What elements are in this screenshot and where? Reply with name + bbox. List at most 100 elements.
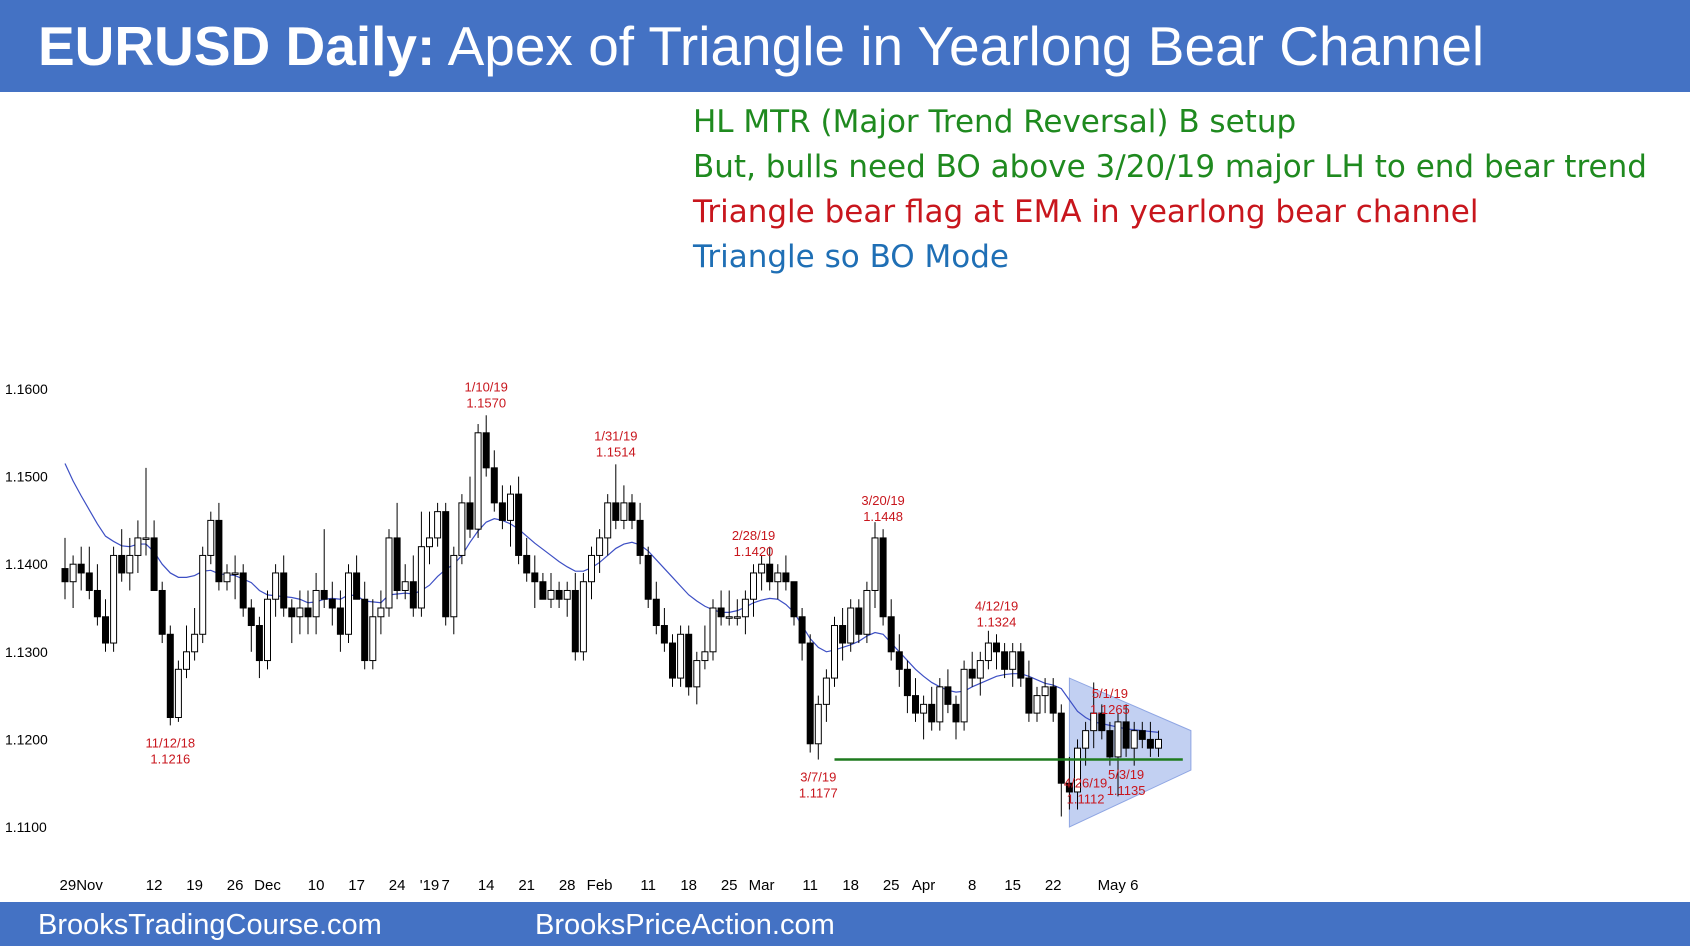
bear-candle — [660, 625, 668, 644]
bull-candle — [1082, 730, 1090, 749]
bear-candle — [1001, 651, 1009, 670]
bull-candle — [758, 563, 766, 574]
ema-line — [64, 463, 1159, 733]
bull-candle — [507, 493, 514, 521]
bear-candle — [102, 616, 109, 644]
bull-candle — [134, 537, 142, 556]
bull-candle — [69, 563, 77, 583]
bull-candle — [774, 572, 782, 583]
bull-candle — [733, 616, 741, 619]
bull-candle — [223, 572, 231, 583]
bull-candle — [750, 572, 757, 600]
annotation-date: 3/20/19 — [861, 493, 904, 508]
bull-candle — [474, 432, 482, 530]
bear-candle — [782, 572, 790, 583]
bull-candle — [596, 537, 604, 556]
bear-candle — [93, 589, 101, 618]
bear-candle — [280, 572, 288, 609]
bull-candle — [1041, 686, 1049, 697]
bull-candle — [369, 616, 377, 662]
annotation-date: 4/26/19 — [1064, 776, 1107, 791]
bull-candle — [1130, 730, 1138, 749]
annotation-price: 1.1216 — [150, 751, 190, 766]
bull-candle — [199, 554, 207, 635]
bear-candle — [215, 519, 223, 583]
annotation-date: 2/28/19 — [732, 528, 775, 543]
bear-candle — [1057, 712, 1065, 784]
bear-candle — [304, 607, 312, 618]
bear-candle — [336, 607, 344, 635]
bear-candle — [353, 572, 361, 600]
footer-link-price-action[interactable]: BrooksPriceAction.com — [535, 909, 835, 941]
x-tick-label: 29Nov — [60, 877, 104, 894]
bull-candle — [709, 607, 717, 653]
bear-candle — [571, 589, 579, 653]
bull-candle — [264, 598, 271, 662]
bull-candle — [458, 502, 466, 556]
bull-candle — [814, 703, 822, 745]
bull-candle — [579, 581, 587, 653]
bull-candle — [312, 589, 320, 618]
annotation-date: 11/12/18 — [145, 735, 195, 750]
x-tick-label: 18 — [680, 877, 697, 894]
bear-candle — [766, 563, 774, 583]
page-title: EURUSD Daily: Apex of Triangle in Yearlo… — [38, 14, 1484, 78]
bull-candle — [1155, 738, 1162, 749]
annotation-price: 1.1324 — [977, 614, 1017, 629]
annotation-date: 3/7/19 — [800, 770, 836, 785]
bull-candle — [142, 537, 150, 540]
x-tick-label: 19 — [186, 877, 203, 894]
note-line-3: Triangle bear flag at EMA in yearlong be… — [693, 194, 1479, 230]
x-tick-label: 24 — [389, 877, 406, 894]
title-instrument: EURUSD Daily: — [38, 15, 436, 77]
bear-candle — [636, 519, 644, 556]
bear-candle — [993, 642, 1000, 653]
bull-candle — [831, 625, 838, 679]
bear-candle — [409, 581, 417, 609]
bull-candle — [401, 581, 409, 591]
bear-candle — [498, 502, 506, 521]
bear-candle — [968, 668, 976, 679]
bear-candle — [166, 633, 174, 719]
bull-candle — [174, 668, 182, 719]
bear-candle — [523, 554, 531, 574]
x-tick-label: 12 — [146, 877, 163, 894]
bear-candle — [1122, 721, 1130, 749]
x-tick-label: 18 — [842, 877, 859, 894]
x-tick-label: Apr — [912, 877, 935, 894]
bear-candle — [879, 537, 887, 618]
annotation-price: 1.1420 — [734, 544, 774, 559]
annotation-price: 1.1448 — [863, 509, 903, 524]
bull-candle — [417, 546, 425, 609]
footer-link-trading-course[interactable]: BrooksTradingCourse.com — [38, 909, 382, 941]
bull-candle — [296, 607, 304, 618]
bear-candle — [531, 572, 539, 583]
bull-candle — [701, 651, 709, 662]
bear-candle — [158, 589, 166, 635]
bull-candle — [110, 554, 118, 644]
bull-candle — [984, 642, 992, 662]
bull-candle — [450, 554, 458, 618]
bull-candle — [1033, 695, 1041, 714]
bull-candle — [1009, 651, 1017, 670]
y-tick-label: 1.1400 — [5, 556, 48, 572]
y-tick-label: 1.1600 — [5, 381, 48, 397]
y-tick-label: 1.1300 — [5, 644, 48, 660]
bear-candle — [466, 502, 474, 530]
bull-candle — [385, 537, 393, 609]
annotation-date: 1/31/19 — [594, 428, 637, 443]
note-line-4: Triangle so BO Mode — [693, 239, 1010, 275]
bear-candle — [361, 598, 369, 662]
annotation-price: 1.1177 — [799, 786, 838, 801]
bear-candle — [798, 616, 806, 644]
bear-candle — [806, 642, 814, 745]
bear-candle — [903, 668, 911, 697]
bear-candle — [685, 633, 693, 688]
x-tick-label: Dec — [254, 877, 281, 894]
bull-candle — [725, 616, 733, 619]
bear-candle — [539, 581, 547, 600]
bull-candle — [863, 589, 871, 635]
bear-candle — [320, 589, 328, 600]
bear-candle — [555, 589, 563, 600]
footer-banner: BrooksTradingCourse.com BrooksPriceActio… — [0, 902, 1690, 946]
